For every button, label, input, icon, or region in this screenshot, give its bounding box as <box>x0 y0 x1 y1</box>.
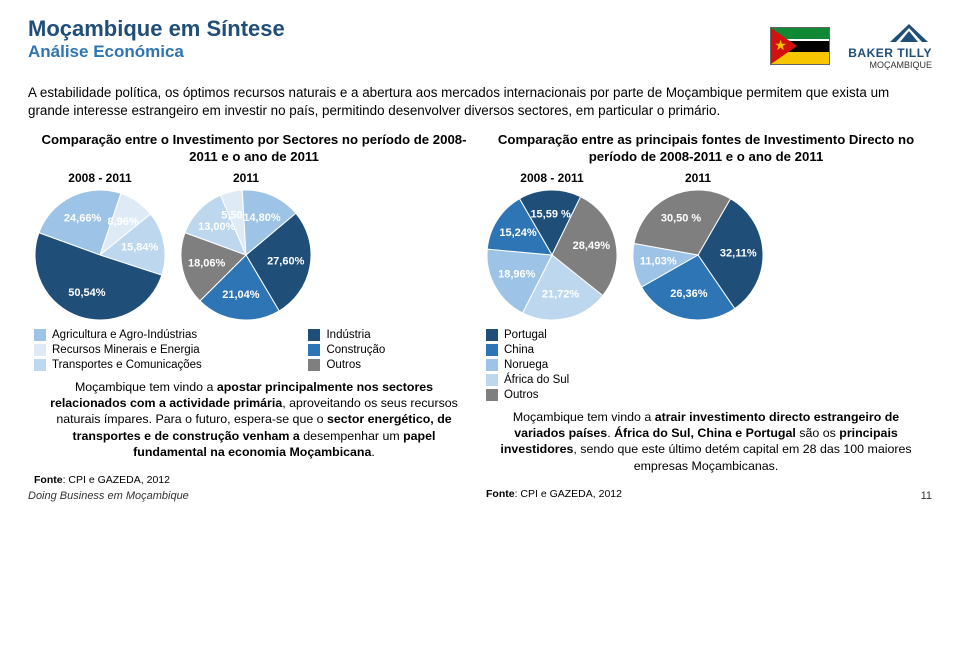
right-legend: Portugal China Noruega África do Sul Outros <box>486 329 926 401</box>
svg-text:21,72%: 21,72% <box>542 288 580 300</box>
logos: ★ BAKER TILLY MOÇAMBIQUE <box>770 22 932 70</box>
svg-text:32,11%: 32,11% <box>720 248 757 260</box>
legend-item: Transportes e Comunicações <box>34 359 290 371</box>
left-chart-title: Comparação entre o Investimento por Sect… <box>34 132 474 165</box>
right-chart-title: Comparação entre as principais fontes de… <box>486 132 926 165</box>
right-column: Comparação entre as principais fontes de… <box>480 132 932 500</box>
left-legend: Agricultura e Agro-Indústrias Indústria Re… <box>34 329 474 371</box>
svg-text:27,60%: 27,60% <box>267 256 305 268</box>
svg-text:15,24%: 15,24% <box>499 227 537 239</box>
left-pie-2008-2011: 24,66% 8,96% 15,84% 50,54% <box>34 189 166 321</box>
page-subtitle: Análise Económica <box>28 42 285 62</box>
svg-text:50,54%: 50,54% <box>68 287 106 299</box>
legend-item: China <box>486 344 926 356</box>
svg-text:24,66%: 24,66% <box>64 213 102 225</box>
svg-text:26,36%: 26,36% <box>670 288 708 300</box>
page-title: Moçambique em Síntese <box>28 18 285 40</box>
left-source: Fonte: CPI e GAZEDA, 2012 <box>34 474 474 486</box>
right-summary: Moçambique tem vindo a atrair investimen… <box>486 409 926 474</box>
svg-text:14,80%: 14,80% <box>243 212 281 224</box>
svg-text:30,50 %: 30,50 % <box>661 213 702 225</box>
svg-text:15,84%: 15,84% <box>121 242 159 254</box>
svg-text:8,96%: 8,96% <box>107 216 138 228</box>
legend-item: Construção <box>308 344 474 356</box>
svg-text:28,49%: 28,49% <box>573 240 611 252</box>
legend-item: Noruega <box>486 359 926 371</box>
mozambique-flag-icon: ★ <box>770 27 830 65</box>
right-pie-2008-2011: 15,59 % 28,49% 21,72% 18,96% 15,24% <box>486 189 618 321</box>
brand-logo: BAKER TILLY MOÇAMBIQUE <box>848 22 932 70</box>
left-pie1-label: 2008 - 2011 <box>68 171 131 185</box>
right-pie2-label: 2011 <box>685 171 711 185</box>
legend-item: Portugal <box>486 329 926 341</box>
svg-text:13,00%: 13,00% <box>198 221 236 233</box>
left-pie-2011: 27,60%21,04%18,06%13,00%5,50%14,80% <box>180 189 312 321</box>
footer-left: Doing Business em Moçambique <box>28 490 189 502</box>
legend-item: Outros <box>308 359 474 371</box>
left-column: Comparação entre o Investimento por Sect… <box>28 132 480 500</box>
svg-text:18,96%: 18,96% <box>498 269 536 281</box>
legend-item: Outros <box>486 389 926 401</box>
legend-item: Agricultura e Agro-Indústrias <box>34 329 290 341</box>
left-summary: Moçambique tem vindo a apostar principal… <box>34 379 474 460</box>
footer-page-number: 11 <box>921 490 932 502</box>
legend-item: Recursos Minerais e Energia <box>34 344 290 356</box>
svg-text:21,04%: 21,04% <box>222 289 260 301</box>
svg-text:11,03%: 11,03% <box>640 256 677 268</box>
right-pie-2011: 32,11% 26,36% 11,03% 30,50 % <box>632 189 764 321</box>
legend-item: Indústria <box>308 329 474 341</box>
left-pie2-label: 2011 <box>233 171 259 185</box>
right-pie1-label: 2008 - 2011 <box>520 171 583 185</box>
svg-text:15,59 %: 15,59 % <box>530 209 571 221</box>
intro-paragraph: A estabilidade política, os óptimos recu… <box>28 84 932 120</box>
svg-text:18,06%: 18,06% <box>188 258 226 270</box>
legend-item: África do Sul <box>486 374 926 386</box>
